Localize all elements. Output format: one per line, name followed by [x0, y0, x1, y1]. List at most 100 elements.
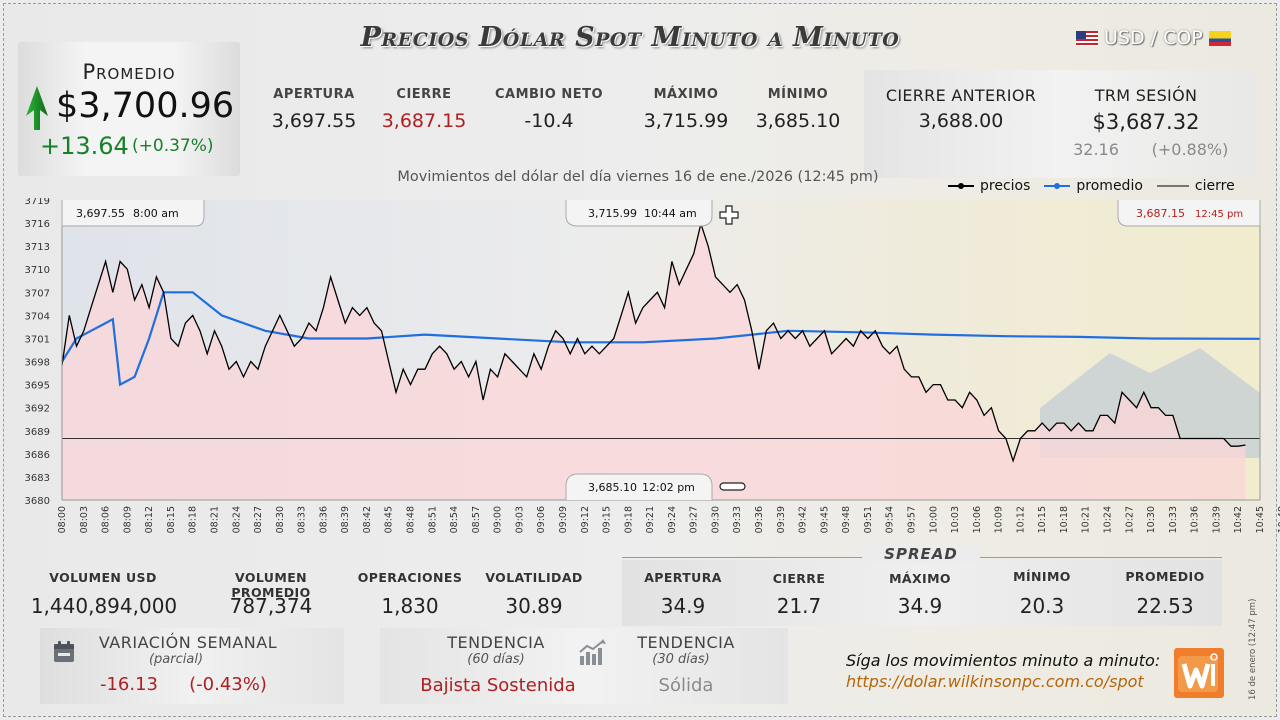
chart-subtitle: Movimientos del dólar del día viernes 16…	[397, 169, 879, 185]
spread-title: SPREAD	[862, 545, 980, 563]
wilkinson-logo-mark	[1178, 653, 1218, 692]
spread-apertura-label: APERTURA	[644, 570, 722, 585]
y-tick-label: 3689	[25, 427, 50, 438]
chart-scroll-handle[interactable]	[719, 482, 746, 491]
x-tick-label: 10:00	[928, 506, 939, 533]
operaciones-label: OPERACIONES	[357, 570, 463, 585]
x-tick-label: 08:00	[57, 506, 68, 533]
x-tick-label: 10:12	[1015, 506, 1026, 533]
tendencia30-value: Sólida	[658, 675, 714, 696]
volatilidad-label: VOLATILIDAD	[485, 570, 583, 585]
volumen-usd-label: VOLUMEN USD	[49, 570, 157, 585]
spread-panel	[622, 560, 1222, 626]
x-tick-label: 09:54	[885, 506, 896, 533]
x-tick-label: 10:24	[1103, 506, 1114, 533]
x-tick-label: 09:09	[558, 506, 569, 533]
legend-precios-label: precios	[980, 178, 1031, 194]
stat-maximo-value: 3,715.99	[643, 110, 729, 132]
volatilidad-value: 30.89	[505, 594, 563, 618]
spread-promedio-value: 22.53	[1136, 594, 1194, 618]
stat-minimo-value: 3,685.10	[755, 110, 841, 132]
price-chart[interactable]: 3719 3716 3713 3710 3707 3704 3701 3698 3695 3692…	[0, 196, 1280, 558]
x-tick-label: 09:45	[819, 506, 830, 533]
y-tick-label: 3707	[25, 288, 50, 299]
price-chart-svg[interactable]: 3719 3716 3713 3710 3707 3704 3701 3698 3695 3692…	[0, 196, 1280, 558]
callout-max: 3,715.99 10:44 am	[565, 200, 713, 227]
spread-maximo-label: MÁXIMO	[889, 571, 951, 586]
callout-min-price: 3,685.10	[588, 481, 637, 494]
spread-apertura-value: 34.9	[660, 594, 706, 618]
y-tick-label: 3710	[25, 265, 50, 276]
page-title: Precios Dólar Spot Minuto a Minuto	[360, 22, 900, 53]
y-tick-label: 3701	[25, 334, 50, 345]
tendencia-panel	[380, 628, 788, 704]
x-tick-label: 10:33	[1168, 506, 1179, 533]
x-tick-label: 10:21	[1081, 506, 1092, 533]
vertical-timestamp: 16 de enero (12:47 pm)	[1248, 598, 1258, 700]
x-tick-label: 10:18	[1059, 506, 1070, 533]
x-tick-label: 08:21	[209, 506, 220, 533]
y-axis: 3719 3716 3713 3710 3707 3704 3701 3698 3695 3692…	[25, 196, 50, 507]
x-tick-label: 09:42	[798, 506, 809, 533]
operaciones-value: 1,830	[381, 594, 439, 618]
spread-promedio-label: PROMEDIO	[1125, 569, 1205, 584]
x-tick-label: 10:42	[1233, 506, 1244, 533]
legend-promedio[interactable]: promedio	[1044, 178, 1143, 194]
x-tick-label: 10:39	[1211, 506, 1222, 533]
volumen-promedio-label: VOLUMEN PROMEDIO	[231, 570, 311, 600]
spread-minimo-value: 20.3	[1019, 594, 1065, 618]
promedio-series-line	[61, 291, 1261, 387]
volumen-promedio-value: 787,374	[229, 594, 313, 618]
x-axis: 08:00 08:03 08:06 08:09 08:12 08:15 08:18 08:21…	[57, 506, 1280, 533]
callout-open-price: 3,697.55	[76, 207, 125, 220]
x-tick-label: 08:12	[144, 506, 155, 533]
x-tick-label: 09:12	[580, 506, 591, 533]
follow-link[interactable]: https://dolar.wilkinsonpc.com.co/spot	[846, 672, 1144, 691]
x-tick-label: 08:09	[122, 506, 133, 533]
x-tick-label: 08:18	[188, 506, 199, 533]
precios-series-line	[61, 221, 1246, 463]
x-tick-label: 09:06	[536, 506, 547, 533]
spread-cierre-label: CIERRE	[772, 571, 826, 586]
y-tick-label: 3716	[25, 219, 50, 230]
follow-text: Síga los movimientos minuto a minuto:	[846, 651, 1161, 670]
legend-precios[interactable]: precios	[948, 178, 1030, 194]
promedio-panel: Promedio $3,700.96 +13.64 (+0.37%)	[18, 42, 240, 176]
x-tick-label: 09:51	[863, 506, 874, 533]
co-flag-icon	[1208, 30, 1231, 46]
us-flag-icon	[1076, 30, 1098, 46]
callout-close-time: 12:45 pm	[1195, 209, 1243, 220]
y-tick-label: 3683	[25, 473, 50, 484]
callout-open: 3,697.55 8:00 am	[61, 200, 205, 227]
bar-chart-icon	[579, 639, 606, 665]
legend-promedio-label: promedio	[1076, 178, 1143, 194]
x-tick-label: 08:36	[318, 506, 329, 533]
x-tick-label: 10:45	[1255, 506, 1266, 533]
currency-pair[interactable]: USD / COP	[1076, 27, 1231, 49]
callout-close-price: 3,687.15	[1136, 207, 1185, 220]
x-tick-label: 10:48	[1277, 506, 1280, 533]
x-tick-label: 08:48	[406, 506, 417, 533]
stat-cierre-value: 3,687.15	[381, 110, 467, 132]
x-tick-label: 09:33	[732, 506, 743, 533]
x-tick-label: 08:33	[297, 506, 308, 533]
tendencia60-value: Bajista Sostenida	[420, 675, 576, 696]
stat-apertura-value: 3,697.55	[271, 110, 357, 132]
trm-change: 32.16	[1073, 140, 1119, 159]
variacion-sub: (parcial)	[148, 652, 204, 667]
stat-cambio-label: CAMBIO NETO	[494, 87, 604, 102]
x-tick-label: 09:15	[602, 506, 613, 533]
y-tick-label: 3704	[25, 311, 50, 322]
wilkinson-logo-icon[interactable]	[1174, 648, 1224, 698]
y-tick-label: 3680	[25, 496, 50, 507]
trm-value: $3,687.32	[1092, 110, 1200, 134]
x-tick-label: 08:39	[340, 506, 351, 533]
legend-cierre[interactable]: cierre	[1156, 178, 1235, 194]
price-fill-area	[62, 223, 1260, 501]
y-tick-label: 3713	[25, 242, 50, 253]
spread-maximo-value: 34.9	[897, 594, 943, 618]
tendencia60-sub: (60 días)	[467, 652, 525, 667]
x-tick-label: 10:03	[950, 506, 961, 533]
x-tick-label: 08:45	[384, 506, 395, 533]
spread-divider-left	[622, 557, 862, 558]
